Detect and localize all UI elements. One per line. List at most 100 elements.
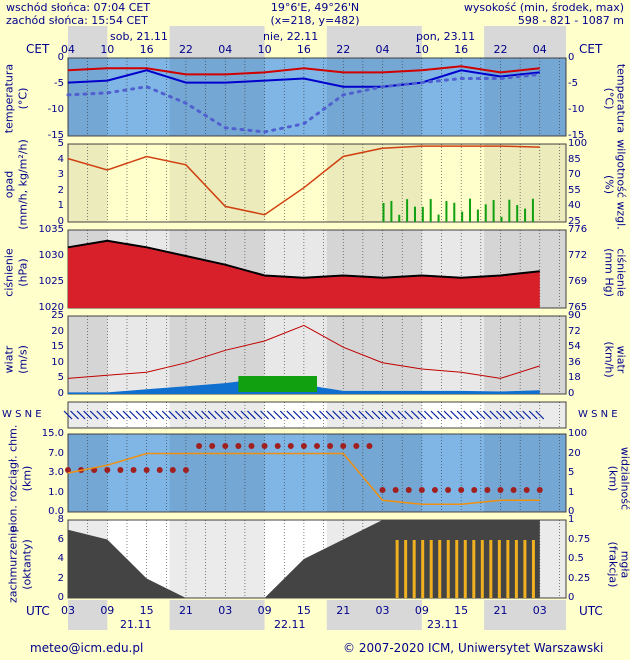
wind-arrow [476,410,486,420]
night-band-bottom [169,600,265,630]
pressure-line [67,239,540,279]
y-tick-label: 8 [57,514,64,525]
cloudbase-dot [497,487,504,493]
wind-arrow [142,410,152,420]
coords-text: 19°6'E, 49°26'N [270,1,360,14]
y-tick-label-right: 772 [568,250,588,261]
y-tick-label-right: 765 [568,302,588,313]
fog-bar [480,540,484,598]
wind-arrow [299,410,309,420]
precip-bar [476,209,479,222]
fog-bar [404,540,408,598]
top-hour-label: 10 [257,43,272,56]
y-tick-label: 1030 [38,250,64,261]
wind-gust-line [67,324,540,379]
y-tick-label: 0 [57,388,64,399]
cloudbase-dot [261,443,268,449]
top-hour-label: 04 [532,43,547,56]
cloudbase-dot [431,487,438,493]
y-tick-label: 1020 [38,302,64,313]
y-tick-label-right: 55 [568,184,581,196]
fog-bar [438,540,442,598]
night-shade [169,58,265,136]
y-tick-label-right: 0 [568,592,575,603]
top-hour-label: 04 [375,43,390,56]
y-tick-label-right: 776 [568,224,588,235]
wind-arrow [469,410,479,420]
cloudbase-dot [248,443,255,449]
wind-strong-area [238,376,317,392]
cloudbase-dot [222,443,229,449]
fog-bar [395,540,399,598]
wind-arrow [430,410,440,420]
fog-bar [514,540,518,598]
y-tick-label: 15.0 [41,428,64,439]
cloudbase-dot [327,443,334,449]
wind-arrow [129,410,138,420]
cloudbase-dot [405,487,412,493]
wind-arrow [194,410,204,420]
utc-label-right: UTC [579,604,603,618]
cloudbase-dot [366,443,373,449]
night-shade [326,316,422,394]
wind-arrow [161,410,171,420]
wind-arrow [496,410,505,420]
fog-bar [463,540,467,598]
wind-arrow [279,410,289,420]
precip-bar [437,214,440,222]
wind-arrow [168,410,178,420]
wind-arrow [535,410,545,420]
bottom-day-label: 22.11 [274,618,306,631]
top-hour-label: 22 [178,43,193,56]
y-tick-label-right: 20 [568,447,581,459]
cloudbase-dot [340,443,347,449]
y-tick-label: -10 [47,104,64,115]
cloudbase-dot [484,487,491,493]
y-tick-label: 1 [57,200,64,212]
night-shade [484,434,566,512]
precip-bar [445,201,448,222]
altitude-values: 598 - 821 - 1087 m [517,14,624,27]
cloudbase-dot [65,467,71,473]
night-shade [484,316,566,394]
y-tick-label: 0 [57,216,64,227]
y-tick-label: 5 [57,138,64,149]
wind-arrow [378,410,387,420]
wind-arrow [522,410,532,420]
wind-arrow [364,410,374,420]
wind-arrow [70,410,79,420]
grid-text: (x=218, y=482) [270,14,360,27]
visibility-line [67,452,540,505]
y-tick-label-right: 5 [568,467,575,478]
wind-arrow [345,410,355,420]
footer-email[interactable]: meteo@icm.edu.pl [30,641,144,655]
cloudbase-dot [523,487,530,493]
wind-arrow [115,410,125,420]
y-tick-label-right: 54 [568,341,581,353]
wind-arrow [174,410,184,420]
night-band-top [326,26,422,58]
sunrise-text: wschód słońca: 07:04 CET [6,1,151,14]
cloudbase-dot [287,443,294,449]
y-tick-label-right: 70 [568,169,581,181]
wind-arrow [397,410,407,420]
cloudbase-dot [130,467,137,473]
precip-bar [413,206,416,222]
dewpoint-dots [66,72,542,134]
wind-arrow [188,410,197,420]
y-tick-label-right: 0.5 [568,553,584,564]
fog-bar [412,540,416,598]
y-tick-label: -15 [47,130,64,141]
wind-arrow [207,410,217,420]
fog-bar [429,540,433,598]
wind-arrow [502,410,512,420]
fog-bar [506,540,510,598]
precip-bar [398,214,401,222]
y-tick-label-right: 100 [568,138,588,149]
wind-arrow [489,410,499,420]
wind-arrow [528,410,538,420]
top-hour-label: 16 [296,43,311,56]
fog-bar [421,540,425,598]
wind-arrow [63,410,73,420]
night-shade [484,402,566,428]
